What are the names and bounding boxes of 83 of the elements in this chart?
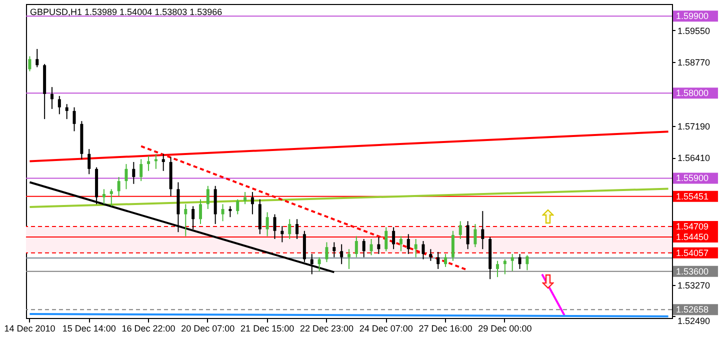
candlestick (184, 204, 188, 237)
ref-line-label: 1.58000 (676, 88, 709, 98)
ref-line-label: 1.55451 (676, 191, 709, 202)
candlestick (429, 248, 432, 262)
candlestick (36, 48, 39, 68)
candlestick (496, 260, 500, 278)
candlestick (154, 153, 158, 170)
ref-line-label: 1.55900 (676, 173, 709, 184)
candlestick (354, 236, 358, 258)
y-tick-label: 1.59550 (678, 26, 710, 36)
x-tick-label: 27 Dec 16:00 (418, 324, 472, 334)
candlestick (288, 218, 292, 240)
candlestick (503, 258, 506, 275)
chart-title: GBPUSD,H1 1.53989 1.54004 1.53803 1.53966 (30, 7, 222, 17)
candlestick (147, 155, 150, 172)
candlestick (332, 242, 336, 258)
candlestick (58, 95, 61, 115)
x-tick-label: 24 Dec 07:00 (359, 324, 413, 334)
candlestick (192, 206, 195, 230)
x-tick-label: 29 Dec 00:00 (478, 324, 532, 334)
candlestick (88, 148, 91, 175)
candlestick (377, 236, 380, 254)
candlestick (65, 104, 68, 120)
candlestick (466, 220, 470, 250)
ref-line-label: 1.54057 (676, 248, 709, 258)
candlestick (124, 164, 128, 190)
candlestick (117, 176, 120, 197)
candlestick (140, 158, 143, 182)
candlestick (250, 191, 254, 215)
candlestick (266, 212, 269, 237)
candlestick (72, 106, 76, 132)
candlestick (273, 214, 276, 240)
ref-line-label: 1.54709 (676, 221, 709, 232)
candlestick (340, 244, 344, 265)
candlestick (384, 226, 388, 252)
candlestick (451, 230, 454, 262)
candlestick (325, 242, 328, 263)
x-tick-label: 15 Dec 14:00 (62, 324, 116, 334)
candlestick (110, 188, 113, 207)
y-tick-label: 1.58770 (678, 57, 710, 68)
candlestick (280, 226, 284, 243)
candlestick (198, 198, 202, 225)
candlestick (236, 198, 240, 215)
candlestick (474, 224, 477, 248)
candlestick (162, 153, 165, 172)
x-tick-label: 14 Dec 2010 (4, 324, 56, 334)
candlestick (318, 256, 321, 272)
candlestick (392, 226, 396, 250)
x-tick-label: 21 Dec 15:00 (240, 324, 294, 334)
y-tick-label: 1.52490 (678, 316, 710, 326)
candlestick (244, 191, 247, 205)
candlestick (296, 218, 299, 240)
candlestick (510, 253, 514, 272)
ref-line-label: 1.59900 (676, 11, 709, 22)
candlestick (414, 238, 418, 258)
candlestick (399, 236, 402, 252)
x-tick-label: 16 Dec 22:00 (122, 324, 176, 334)
candlestick (28, 56, 32, 72)
x-tick-label: 20 Dec 07:00 (181, 324, 235, 334)
candlestick (406, 234, 410, 254)
candlestick (458, 220, 462, 240)
candlestick (422, 240, 425, 260)
candlestick (102, 188, 106, 205)
candlestick (132, 162, 136, 184)
x-tick-label: 22 Dec 23:00 (300, 324, 354, 334)
candlestick (221, 204, 224, 222)
ref-line-label: 1.52658 (676, 304, 709, 315)
candlestick (444, 253, 448, 268)
candlestick (206, 185, 210, 210)
candlestick (481, 210, 484, 250)
ref-line-label: 1.54450 (676, 232, 709, 242)
y-tick-label: 1.57190 (678, 121, 710, 132)
candlestick (370, 238, 373, 256)
candlestick (436, 251, 440, 270)
candlestick (50, 86, 54, 110)
candlestick (518, 253, 522, 270)
y-tick-label: 1.56410 (678, 153, 710, 164)
candlestick (362, 238, 366, 258)
candlestick (348, 248, 350, 270)
ref-line-label: 1.53600 (676, 266, 709, 276)
y-tick-label: 1.53270 (678, 280, 710, 290)
candlestick (526, 254, 529, 271)
candlestick (228, 206, 232, 218)
